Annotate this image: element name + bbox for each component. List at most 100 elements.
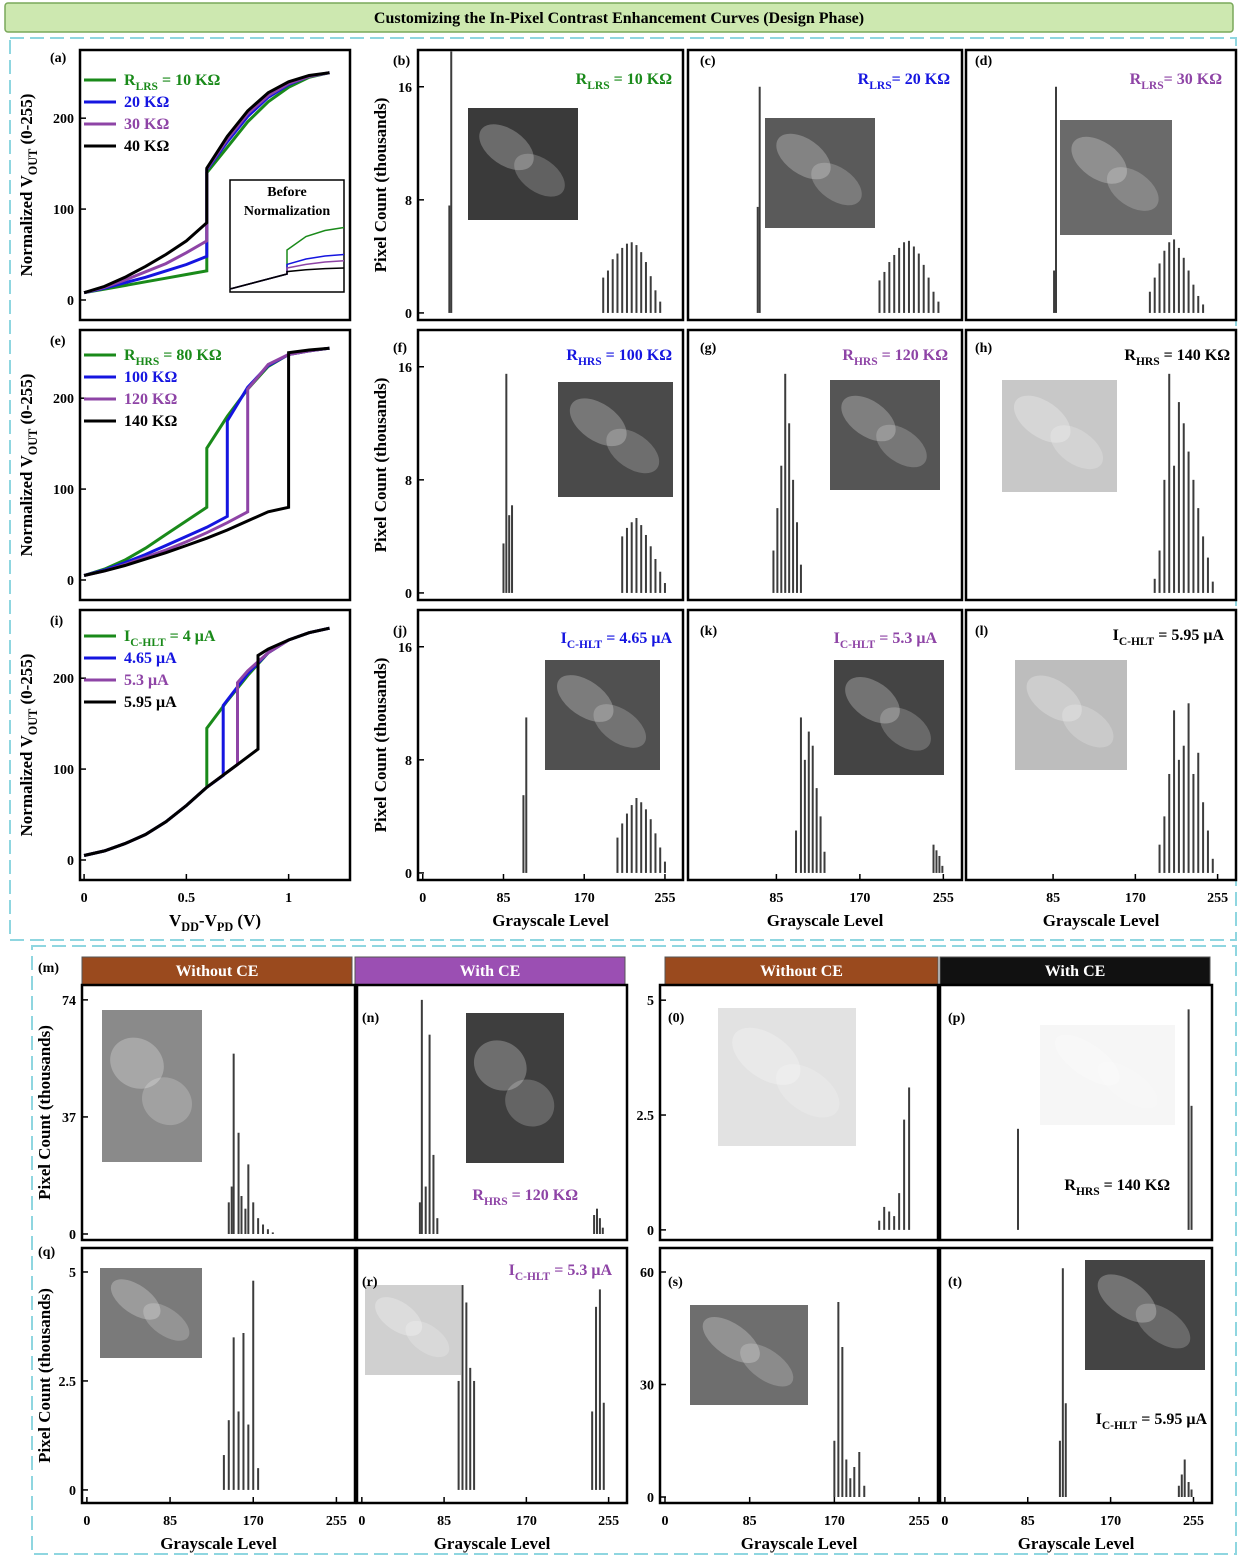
curve <box>83 346 330 577</box>
panel-label: (k) <box>700 624 717 639</box>
text-part: -V <box>199 911 218 930</box>
histogram-bar <box>1190 1489 1193 1497</box>
inset-image-detail <box>505 1079 555 1127</box>
histogram-bar <box>796 522 799 593</box>
histogram-bar <box>606 270 609 313</box>
inset-image <box>1085 1260 1205 1370</box>
histogram-bar <box>508 515 511 593</box>
annotation: RLRS = 10 KΩ <box>576 71 673 92</box>
figure-title: Customizing the In-Pixel Contrast Enhanc… <box>374 10 864 27</box>
histogram-bar <box>922 264 925 313</box>
histogram-bar <box>863 1485 866 1497</box>
histogram-bar <box>1192 773 1195 873</box>
histogram-bar <box>1158 550 1161 593</box>
x-axis-label: Grayscale Level <box>1043 911 1160 930</box>
histogram-bar <box>1053 270 1056 313</box>
histogram-bar <box>1163 250 1166 313</box>
histogram-bar <box>598 1218 601 1234</box>
text-part: PD <box>217 920 233 934</box>
inset-image-detail <box>479 124 534 171</box>
x-tick-label: 255 <box>654 891 675 906</box>
y-tick-label: 0 <box>69 1228 76 1243</box>
inset-image <box>834 660 944 775</box>
histogram-bar <box>1148 291 1151 313</box>
histogram-bar <box>937 301 940 313</box>
histogram-bar <box>1190 1105 1193 1230</box>
histogram-bar <box>858 1452 861 1497</box>
histogram-bar <box>644 809 647 873</box>
y-tick-label: 60 <box>640 1266 654 1281</box>
text-part: 5.3 μA <box>124 672 169 689</box>
x-tick-label: 170 <box>824 1514 845 1529</box>
text-part: = 100 KΩ <box>602 347 673 364</box>
inset-title: Normalization <box>244 204 331 219</box>
y-tick-label: 8 <box>405 194 412 209</box>
text-part: = 30 KΩ <box>1164 71 1223 88</box>
y-tick-label: 200 <box>53 392 74 407</box>
histogram-bar <box>1202 304 1205 313</box>
x-tick-label: 0 <box>661 1514 668 1529</box>
histogram-bar <box>625 527 628 593</box>
histogram-bar <box>230 1186 233 1234</box>
inset-image-detail <box>593 704 647 748</box>
inset-image-detail <box>1050 425 1104 470</box>
y-axis-label: Normalized VOUT (0-255) <box>17 374 40 557</box>
y-tick-label: 8 <box>405 754 412 769</box>
y-axis-label: Pixel Count (thousands) <box>371 378 390 553</box>
text-part: Pixel Count (thousands) <box>371 658 390 833</box>
histogram-bar <box>663 861 666 873</box>
histogram-bar <box>903 242 906 313</box>
histogram-bar <box>630 522 633 593</box>
text-part: Pixel Count (thousands) <box>35 1025 54 1200</box>
histogram-bar <box>428 1034 431 1234</box>
histogram-bar <box>1192 479 1195 593</box>
histogram-bar <box>908 1087 911 1230</box>
histogram-bar <box>252 1280 255 1490</box>
histogram-bar <box>912 246 915 313</box>
annotation: RHRS = 100 KΩ <box>566 347 672 368</box>
inset-image-detail <box>569 398 627 447</box>
histogram-bar <box>1187 270 1190 313</box>
x-tick-label: 170 <box>516 1514 537 1529</box>
histogram-bar <box>1180 1474 1183 1497</box>
legend-label: 5.3 μA <box>124 672 169 689</box>
histogram-bar <box>1187 703 1190 873</box>
inset-image-detail <box>1071 136 1127 184</box>
histogram-bar <box>1182 423 1185 593</box>
histogram-bar <box>1187 451 1190 593</box>
inset-title: Before <box>267 185 306 200</box>
histogram-bar <box>1177 1485 1180 1497</box>
histogram-bar <box>450 51 453 313</box>
histogram-bar <box>663 583 666 593</box>
section-header-bar <box>81 956 353 986</box>
histogram-bar <box>758 86 761 313</box>
inset-image <box>765 118 875 228</box>
section-border <box>31 945 1237 1555</box>
histogram-bar <box>819 816 822 873</box>
histogram-bar <box>1211 858 1214 873</box>
histogram-bar <box>837 1302 840 1497</box>
text-part: = 80 KΩ <box>159 347 222 364</box>
y-tick-label: 0 <box>69 1484 76 1499</box>
y-axis-label: Pixel Count (thousands) <box>35 1288 54 1463</box>
text-part: = 10 KΩ <box>158 72 221 89</box>
text-part: 5.95 μA <box>124 694 177 711</box>
x-tick-label: 170 <box>574 891 595 906</box>
histogram-bar <box>1197 295 1200 313</box>
histogram-bar <box>849 1478 852 1497</box>
histogram-bar <box>621 536 624 593</box>
histogram-bar <box>841 1347 844 1497</box>
histogram-bar <box>436 1218 439 1234</box>
histogram-bar <box>893 254 896 313</box>
histogram-bar <box>1168 373 1171 593</box>
y-tick-label: 200 <box>53 672 74 687</box>
y-tick-label: 0 <box>647 1491 654 1506</box>
y-tick-label: 100 <box>53 203 74 218</box>
histogram-bar <box>1187 1009 1190 1230</box>
text-part: R <box>124 347 136 364</box>
histogram-bar <box>935 850 938 873</box>
text-part: HRS <box>1136 356 1160 368</box>
histogram-bar <box>616 253 619 313</box>
text-part: Grayscale Level <box>1018 1534 1135 1553</box>
histogram-bar <box>1055 86 1057 313</box>
